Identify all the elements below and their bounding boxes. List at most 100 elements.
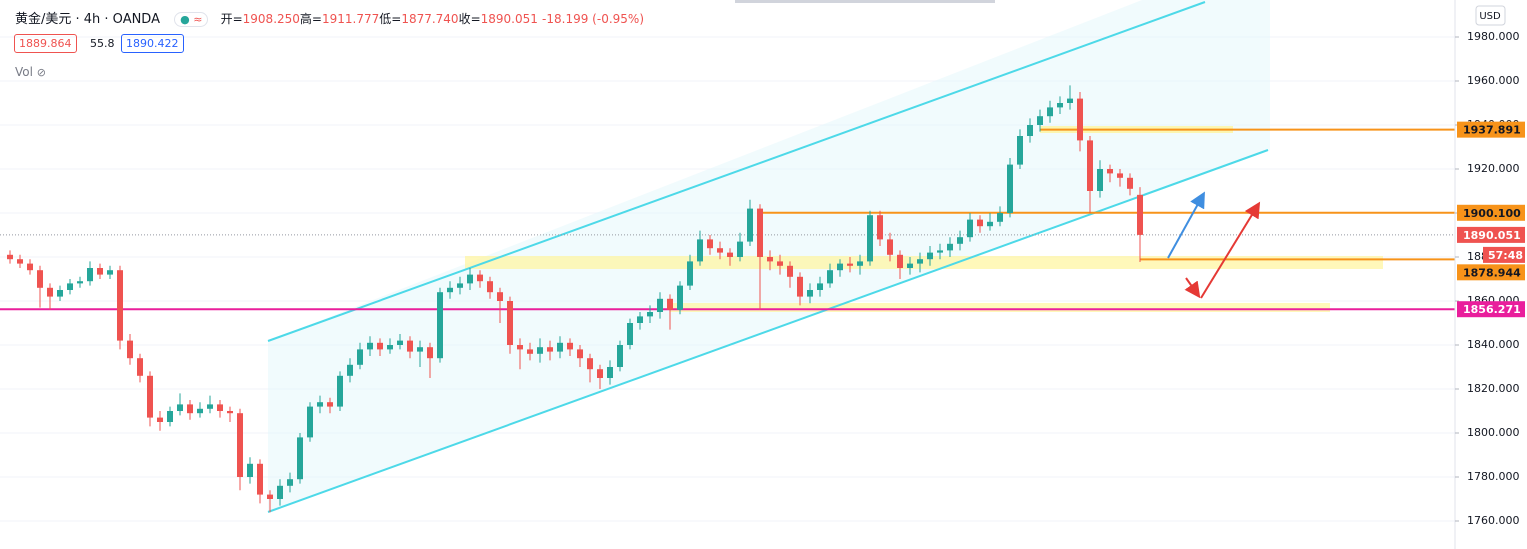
candle-body [147, 375, 153, 418]
y-tick-label: 1820.000 [1467, 382, 1520, 395]
candle-body [1087, 140, 1093, 192]
candle-body [287, 479, 293, 486]
candle-body [687, 261, 693, 286]
candle-body [247, 463, 253, 477]
candle-body [517, 344, 523, 350]
candle-body [797, 276, 803, 297]
candle-body [307, 406, 313, 438]
candle-body [267, 494, 273, 499]
zone [465, 256, 1383, 269]
candle-body [337, 375, 343, 407]
candle-body [417, 347, 423, 352]
volume-label: Vol ⊘ [15, 65, 46, 79]
candle-body [427, 347, 433, 359]
arrow [1184, 277, 1201, 299]
candle-body [17, 259, 23, 264]
candle-body [697, 239, 703, 262]
status[interactable]: ● ≈ [174, 12, 209, 27]
candle-body [1097, 169, 1103, 192]
candle-body [1127, 177, 1133, 189]
candle-body [437, 292, 443, 359]
ohlc-value: 1877.740 [401, 12, 459, 26]
candle-body [707, 239, 713, 249]
candle-body [37, 270, 43, 288]
zone [670, 303, 1330, 312]
ask[interactable]: 1890.422 [121, 34, 184, 53]
candle-body [87, 267, 93, 282]
ohlc-value: 1908.250 [242, 12, 300, 26]
candle-body [807, 289, 813, 297]
candle-body [57, 289, 63, 297]
currency: USD [1479, 11, 1501, 22]
candle-body [627, 322, 633, 345]
price-label: 1856.271 [1463, 303, 1521, 316]
candle-body [97, 267, 103, 275]
candle-body [367, 342, 373, 350]
candle-body [817, 283, 823, 290]
ohlc-key: 开= [220, 12, 243, 26]
candle-body [447, 287, 453, 293]
spread: 55.8 [90, 37, 115, 50]
candle-body [187, 404, 193, 414]
channel-line [267, 149, 1269, 513]
price-label: 1878.944 [1463, 266, 1521, 279]
candle-body [277, 485, 283, 499]
candle-body [927, 252, 933, 260]
candle-body [657, 298, 663, 312]
bid[interactable]: 1889.864 [14, 34, 77, 53]
candle-body [737, 241, 743, 257]
candle-body [467, 274, 473, 284]
ohlc-key: 收= [458, 12, 481, 26]
candle-body [937, 250, 943, 253]
candle-body [887, 239, 893, 255]
candle-body [357, 349, 363, 365]
candle-body [137, 358, 143, 376]
y-tick-label: 1920.000 [1467, 162, 1520, 175]
candle-body [917, 259, 923, 264]
currency-box[interactable] [1475, 5, 1506, 26]
candle-body [317, 402, 323, 407]
candle-body [497, 292, 503, 301]
price-label-box [1457, 204, 1525, 221]
candle-body [1037, 116, 1043, 126]
candle-body [1047, 107, 1053, 117]
y-tick-label: 1960.000 [1467, 74, 1520, 87]
candle-body [457, 283, 463, 288]
candle-body [557, 342, 563, 352]
candle-body [107, 270, 113, 275]
candle-body [387, 344, 393, 350]
candle-body [727, 252, 733, 257]
y-tick-label: 1800.000 [1467, 426, 1520, 439]
candle-body [577, 349, 583, 359]
candle-body [607, 366, 613, 378]
price-label-box [1457, 301, 1525, 318]
candle-body [47, 287, 53, 297]
candle-body [957, 237, 963, 244]
candle-body [597, 369, 603, 378]
price-label: 1900.100 [1463, 207, 1521, 220]
candle-body [1007, 164, 1013, 214]
channel-line [267, 1, 1206, 342]
y-tick-label: 1840.000 [1467, 338, 1520, 351]
candle-body [677, 285, 683, 310]
candle-body [877, 215, 883, 240]
candle-body [1057, 103, 1063, 108]
candle-body [157, 417, 163, 422]
candle-body [227, 410, 233, 414]
candle-body [947, 243, 953, 251]
candle-body [757, 208, 763, 257]
candle-body [487, 281, 493, 293]
candle-body [177, 404, 183, 411]
candle-body [77, 281, 83, 284]
arrow [1167, 191, 1205, 259]
candle-body [117, 270, 123, 341]
status-icon: ≈ [193, 13, 203, 26]
candle-body [997, 213, 1003, 222]
candle-body [237, 413, 243, 477]
y-tick-label: 1780.000 [1467, 470, 1520, 483]
candle-body [377, 342, 383, 350]
price-label-box [1457, 121, 1525, 138]
candle-body [1027, 125, 1033, 137]
candle-body [567, 342, 573, 350]
